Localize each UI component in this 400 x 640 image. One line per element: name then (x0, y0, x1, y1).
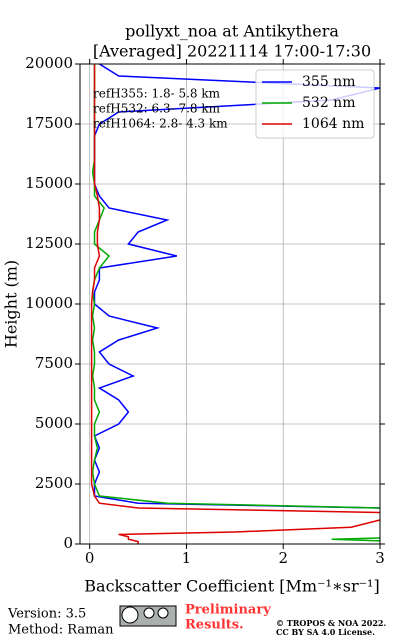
profile-line (90, 64, 380, 544)
license-icon-circle (121, 606, 139, 624)
license-icon-circle (143, 607, 155, 619)
y-tick-label: 7500 (35, 354, 73, 372)
license-icon-circle (157, 607, 169, 619)
x-tick-label: 3 (375, 549, 385, 567)
annotation: refH532: 6.3- 7.8 km (93, 102, 221, 116)
y-axis-label: Height (m) (2, 260, 21, 348)
y-tick-label: 15000 (25, 174, 73, 192)
status: Preliminary (185, 603, 271, 618)
legend-box (255, 69, 375, 139)
chart-subtitle: [Averaged] 20221114 17:00-17:30 (93, 42, 371, 61)
x-tick-label: 1 (182, 549, 192, 567)
plot-area: 0 1 2 3 0 2500 5000 7500 10000 12500 15000 17500 200… (25, 54, 385, 567)
y-tick-label: 10000 (25, 294, 73, 312)
copyright: © TROPOS & NOA 2022. (276, 618, 386, 628)
series-group (90, 64, 380, 544)
legend-label: 532 nm (302, 95, 355, 111)
x-axis-label: Backscatter Coefficient [Mm⁻¹∗sr⁻¹] (84, 577, 379, 596)
legend-label: 1064 nm (302, 116, 364, 132)
annotation: refH1064: 2.8- 4.3 km (93, 117, 228, 131)
status: Results. (185, 618, 244, 633)
method: Method: Raman (8, 623, 114, 638)
footer: Version: 3.5 Method: Raman Preliminary R… (7, 603, 386, 638)
legend-label: 355 nm (302, 74, 355, 90)
annotation: refH355: 1.8- 5.8 km (93, 87, 221, 101)
y-tick-label: 2500 (35, 474, 73, 492)
y-tick-label: 12500 (25, 234, 73, 252)
y-tick-label: 5000 (35, 414, 73, 432)
y-tick-label: 17500 (25, 114, 73, 132)
y-tick-label: 20000 (25, 54, 73, 72)
plot-frame (79, 63, 381, 545)
y-tick-label: 0 (63, 534, 73, 552)
copyright: CC BY SA 4.0 License. (276, 627, 375, 637)
version: Version: 3.5 (7, 607, 86, 622)
x-tick-label: 2 (278, 549, 288, 567)
x-tick-label: 0 (85, 549, 95, 567)
chart-title: pollyxt_noa at Antikythera (125, 22, 339, 41)
